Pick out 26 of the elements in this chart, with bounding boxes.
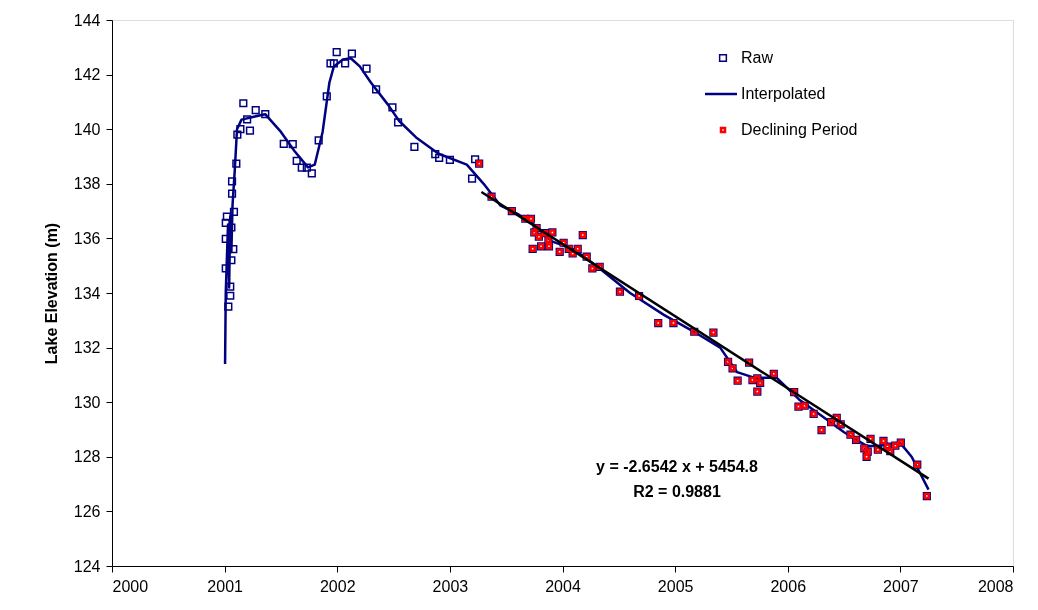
- legend-label: Interpolated: [741, 85, 826, 102]
- x-tick-label: 2006: [770, 577, 807, 595]
- y-tick-label: 126: [73, 502, 101, 520]
- annotation: R2 = 0.9881: [633, 483, 721, 500]
- y-tick-label: 136: [73, 229, 101, 247]
- x-tick-label: 2000: [112, 577, 149, 595]
- legend-label: Raw: [741, 49, 774, 66]
- x-tick-label: 2005: [657, 577, 694, 595]
- y-tick-label: 138: [73, 175, 101, 193]
- y-tick-label: 134: [73, 284, 101, 302]
- x-tick-label: 2003: [432, 577, 469, 595]
- y-tick-label: 130: [73, 393, 101, 411]
- x-tick-label: 2007: [883, 577, 919, 595]
- y-tick-label: 142: [73, 66, 101, 84]
- y-tick-label: 132: [73, 339, 101, 357]
- y-axis-title: Lake Elevation (m): [42, 222, 60, 365]
- x-tick-label: 2004: [545, 577, 581, 595]
- legend-label: Declining Period: [741, 121, 858, 138]
- y-tick-label: 140: [73, 120, 101, 138]
- y-tick-label: 124: [73, 557, 101, 575]
- y-tick-label: 144: [73, 11, 101, 29]
- x-tick-label: 2001: [207, 577, 244, 595]
- x-tick-label: 2008: [977, 577, 1014, 595]
- annotation: y = -2.6542 x + 5454.8: [596, 458, 759, 475]
- y-tick-label: 128: [73, 448, 101, 466]
- x-tick-label: 2002: [319, 577, 356, 595]
